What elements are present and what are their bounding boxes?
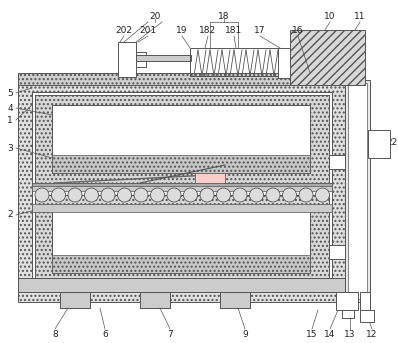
Circle shape — [35, 188, 49, 202]
Text: 6: 6 — [102, 331, 108, 340]
Circle shape — [233, 188, 247, 202]
Bar — [35, 95, 329, 183]
Circle shape — [183, 188, 197, 202]
Bar — [18, 80, 345, 302]
Circle shape — [283, 188, 297, 202]
Bar — [60, 292, 90, 308]
Bar — [329, 155, 345, 169]
Text: 4: 4 — [7, 104, 13, 113]
Bar — [336, 292, 358, 310]
Bar — [136, 52, 146, 67]
Bar — [35, 195, 329, 283]
Text: 11: 11 — [354, 12, 366, 21]
Text: 7: 7 — [167, 331, 173, 340]
Circle shape — [134, 188, 148, 202]
Text: 181: 181 — [225, 25, 243, 35]
Circle shape — [250, 188, 263, 202]
Circle shape — [51, 188, 66, 202]
Bar — [360, 292, 370, 310]
Text: 18: 18 — [218, 12, 230, 21]
Circle shape — [68, 188, 82, 202]
Text: 2: 2 — [7, 211, 13, 220]
Bar — [52, 105, 310, 173]
Bar — [345, 80, 370, 302]
Text: 1: 1 — [7, 116, 13, 125]
Text: 17: 17 — [254, 25, 266, 35]
Text: 12: 12 — [366, 331, 378, 340]
Bar — [360, 310, 374, 322]
Bar — [278, 48, 290, 78]
Bar — [18, 73, 345, 85]
Bar — [220, 292, 250, 308]
Circle shape — [84, 188, 98, 202]
Bar — [52, 255, 310, 273]
Text: 201: 201 — [139, 25, 156, 35]
Bar — [348, 83, 367, 299]
Circle shape — [167, 188, 181, 202]
Text: 14: 14 — [324, 331, 336, 340]
Bar — [32, 183, 332, 191]
Text: 13: 13 — [344, 331, 356, 340]
Bar — [32, 92, 332, 290]
Text: 19: 19 — [176, 25, 188, 35]
Bar — [329, 245, 345, 259]
Text: 202: 202 — [115, 25, 133, 35]
Circle shape — [150, 188, 164, 202]
Bar — [118, 42, 136, 77]
Text: 16: 16 — [292, 25, 304, 35]
Text: 5: 5 — [7, 88, 13, 97]
Text: 8: 8 — [52, 331, 58, 340]
Bar — [342, 310, 354, 318]
Circle shape — [200, 188, 214, 202]
Text: 9: 9 — [242, 331, 248, 340]
Text: 22: 22 — [386, 138, 398, 146]
Text: 182: 182 — [199, 25, 217, 35]
Bar — [140, 292, 170, 308]
Text: 15: 15 — [306, 331, 318, 340]
Bar — [52, 155, 310, 173]
Bar — [368, 130, 390, 158]
Text: 3: 3 — [7, 143, 13, 153]
Bar — [195, 173, 225, 183]
Bar — [136, 55, 191, 61]
Bar — [290, 30, 365, 85]
Circle shape — [316, 188, 330, 202]
Bar — [32, 183, 332, 186]
Circle shape — [101, 188, 115, 202]
Circle shape — [266, 188, 280, 202]
Circle shape — [299, 188, 313, 202]
Text: 10: 10 — [324, 12, 336, 21]
Bar — [32, 204, 332, 212]
Circle shape — [217, 188, 230, 202]
Text: 20: 20 — [149, 12, 161, 21]
Circle shape — [117, 188, 131, 202]
Bar — [52, 205, 310, 273]
Bar — [18, 278, 345, 292]
Bar — [190, 48, 278, 76]
